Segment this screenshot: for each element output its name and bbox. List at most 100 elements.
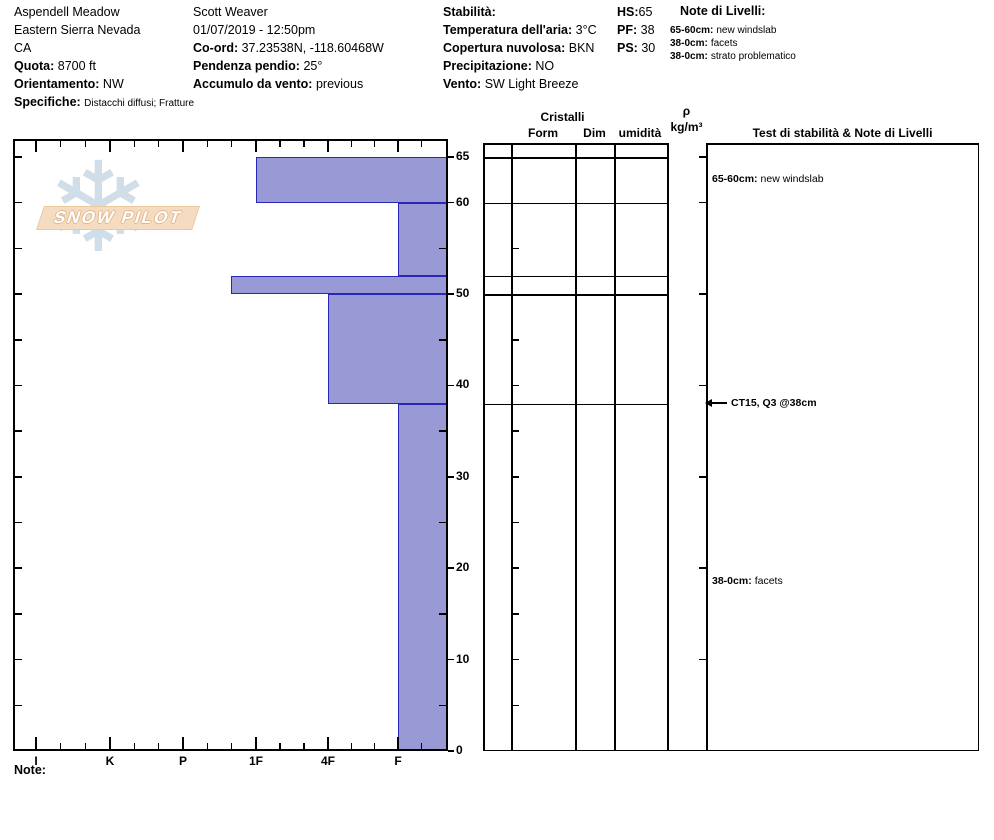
layer-boundary-line (483, 157, 669, 159)
table-depth-tick (511, 384, 519, 387)
hardness-bar (328, 294, 447, 404)
x-axis-tick (303, 743, 305, 749)
y-axis-tick (448, 658, 454, 661)
aspect-value: NW (102, 77, 124, 91)
x-axis-tick (182, 737, 184, 749)
x-axis-tick (230, 743, 233, 749)
table-grid-line (483, 749, 979, 751)
level-note-range: 65-60cm: (670, 25, 714, 36)
y-axis-label: 20 (456, 560, 470, 575)
level-note-item: 38-0cm: facets (670, 37, 796, 50)
layer-note-annotation: 65-60cm: new windslab (712, 173, 824, 185)
wind-value: SW Light Breeze (484, 77, 579, 91)
y-axis-tick (15, 476, 22, 478)
pf-label: PF: (617, 23, 638, 37)
x-axis-tick (397, 141, 399, 152)
y-axis-label: 65 (456, 149, 470, 163)
snow-measurements-block: HS:65 PF: 38 PS: 30 (617, 3, 655, 57)
pit-region: Eastern Sierra Nevada (14, 23, 141, 37)
level-note-range: 38-0cm: (670, 51, 708, 62)
y-axis-tick (448, 156, 454, 158)
x-axis-tick (109, 141, 111, 152)
table-depth-tick (511, 476, 519, 478)
observation-block: Scott Weaver 01/07/2019 - 12:50pm Co-ord… (193, 3, 384, 93)
x-axis-tick (373, 743, 376, 749)
table-depth-tick (511, 430, 519, 432)
elevation-value: 8700 ft (57, 59, 96, 73)
pf-value: 38 (640, 23, 655, 37)
level-note-text: new windslab (716, 25, 777, 36)
x-axis-tick (206, 743, 209, 749)
left-arrow-icon (705, 399, 727, 406)
y-axis-tick (439, 430, 446, 432)
density-symbol-header: ρ (682, 104, 691, 118)
slope-angle-value: 25° (303, 59, 323, 73)
table-grid-line (667, 143, 669, 751)
coordinates-label: Co-ord: (193, 41, 239, 55)
slope-angle-label: Pendenza pendio: (193, 59, 300, 73)
x-axis-tick (303, 141, 305, 147)
y-axis-tick (15, 613, 22, 615)
y-axis-tick (15, 156, 22, 158)
level-note-text: strato problematico (710, 51, 796, 62)
tests-column-tick (699, 156, 706, 158)
pit-name: Aspendell Meadow (14, 5, 120, 19)
air-temp-label: Temperatura dell'aria: (443, 23, 573, 37)
y-axis-tick (439, 247, 446, 250)
y-axis-tick (15, 567, 22, 569)
y-axis-tick (448, 293, 454, 295)
hardness-bar (398, 202, 447, 276)
slope-angle-line: Pendenza pendio: 25° (193, 57, 384, 75)
x-axis-tick (350, 743, 353, 749)
annotation-text: CT15, Q3 @38cm (731, 396, 817, 409)
y-axis-tick (448, 567, 454, 569)
hardness-bar (256, 157, 447, 203)
layer-boundary-line (483, 202, 669, 205)
ps-line: PS: 30 (617, 39, 655, 57)
air-temp-line: Temperatura dell'aria: 3°C (443, 21, 597, 39)
aspect-label: Orientamento: (14, 77, 100, 91)
crystals-group-header: Cristalli (540, 110, 585, 124)
wind-loading-line: Accumulo da vento: previous (193, 75, 384, 93)
y-axis-label: 10 (456, 651, 470, 666)
wind-loading-value: previous (315, 77, 364, 91)
y-axis-tick (439, 613, 446, 615)
table-depth-tick (511, 567, 519, 569)
moisture-column-header: umidità (618, 126, 662, 140)
annotation-range: 38-0cm: (712, 574, 752, 587)
x-axis-tick (157, 141, 160, 147)
form-column-header: Form (528, 126, 558, 140)
y-axis-tick (15, 339, 22, 341)
dim-column-header: Dim (583, 126, 606, 140)
tests-column-tick (699, 384, 706, 387)
stability-tests-header: Test di stabilità & Note di Livelli (752, 126, 933, 140)
ps-label: PS: (617, 41, 638, 55)
level-note-item: 38-0cm: strato problematico (670, 50, 796, 63)
x-axis-tick (279, 141, 281, 147)
wind-line: Vento: SW Light Breeze (443, 75, 597, 93)
annotation-text: new windslab (760, 172, 824, 185)
x-axis-tick (230, 141, 233, 147)
density-unit-header: kg/m³ (670, 120, 703, 134)
air-temp-value: 3°C (575, 23, 597, 37)
specifics-label: Specifiche: (14, 95, 81, 109)
y-axis-tick (439, 521, 446, 524)
table-grid-line (614, 143, 616, 751)
level-note-item: 65-60cm: new windslab (670, 24, 796, 37)
location-block: Aspendell Meadow Eastern Sierra Nevada C… (14, 3, 194, 113)
x-axis-tick (59, 743, 62, 749)
y-axis-tick (439, 339, 446, 341)
test-result-annotation: CT15, Q3 @38cm (705, 396, 820, 409)
table-grid-line (706, 143, 979, 145)
y-axis-label: 60 (456, 194, 470, 209)
table-depth-tick (511, 658, 519, 661)
stability-line: Stabilità: (443, 3, 597, 21)
hs-line: HS:65 (617, 3, 655, 21)
x-axis-tick (133, 743, 136, 749)
y-axis-tick (15, 293, 22, 295)
x-axis-tick (279, 743, 281, 749)
level-notes-title: Note di Livelli: (680, 4, 766, 18)
observation-datetime: 01/07/2019 - 12:50pm (193, 23, 316, 37)
